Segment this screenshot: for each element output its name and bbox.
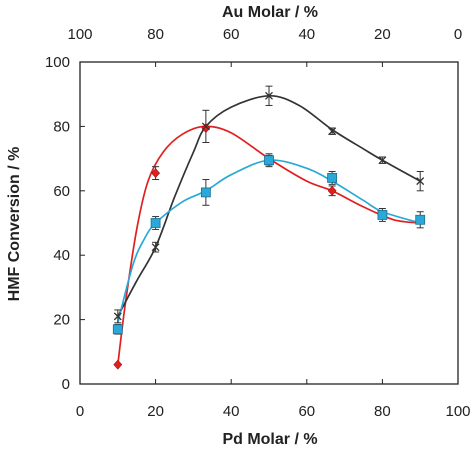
series-1-curve <box>117 94 421 317</box>
series-1-point-0 <box>113 312 122 321</box>
x-tick-label-3: 60 <box>298 403 315 420</box>
series-1-point-1 <box>151 243 160 252</box>
plot-frame <box>79 61 459 385</box>
series-2-curve <box>116 159 421 324</box>
x2-tick-label-4: 20 <box>374 26 391 43</box>
x2-tick-label-2: 60 <box>223 26 240 43</box>
x-tick-label-5: 100 <box>445 403 470 420</box>
series-2-point-3 <box>264 155 274 166</box>
y-tick-label-3: 60 <box>53 183 70 200</box>
series-1-point-2 <box>201 122 210 131</box>
y-tick-label-5: 100 <box>45 54 70 71</box>
y-tick-label-0: 0 <box>62 376 70 393</box>
x2-axis-title: Au Molar / % <box>222 4 318 21</box>
series-2-point-6 <box>415 214 426 225</box>
x-tick-label-0: 0 <box>76 403 84 420</box>
series-1-point-3 <box>265 91 273 100</box>
x2-tick-label-3: 40 <box>298 26 315 43</box>
series-0-point-2 <box>201 123 211 133</box>
x2-tick-label-5: 0 <box>454 26 462 43</box>
x-tick-label-2: 40 <box>223 403 240 420</box>
y-axis-title: HMF Conversion / % <box>6 147 23 302</box>
series-2-point-5 <box>377 210 388 220</box>
series-0-curve <box>116 125 421 365</box>
series-1-point-4 <box>328 127 337 136</box>
series-1-point-6 <box>416 177 425 186</box>
series-1-point-5 <box>378 156 387 165</box>
y-tick-label-4: 80 <box>53 118 70 135</box>
series-2-point-4 <box>327 173 338 183</box>
x-axis-title: Pd Molar / % <box>222 431 317 448</box>
series-0-point-1 <box>151 168 161 179</box>
series-0-point-0 <box>113 359 123 370</box>
series-2-point-2 <box>200 187 211 198</box>
y-tick-label-1: 20 <box>53 312 70 329</box>
series-0-point-4 <box>327 185 337 196</box>
x2-tick-label-1: 80 <box>147 26 164 43</box>
x-tick-label-1: 20 <box>147 403 164 420</box>
series-2-point-1 <box>150 218 161 228</box>
x2-tick-label-0: 100 <box>67 26 92 43</box>
series-2-point-0 <box>112 324 123 335</box>
x-tick-label-4: 80 <box>374 403 391 420</box>
y-tick-label-2: 40 <box>53 247 70 264</box>
